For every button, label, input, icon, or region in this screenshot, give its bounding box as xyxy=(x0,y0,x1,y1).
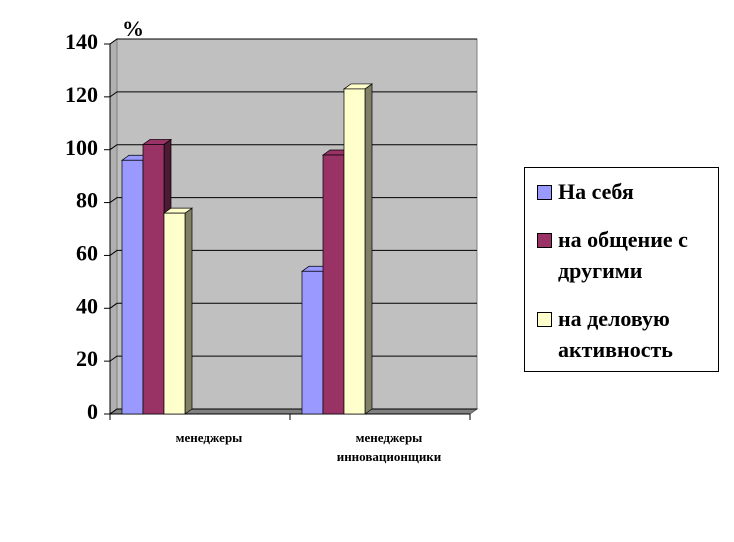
side-wall xyxy=(109,38,118,415)
grid-line xyxy=(109,38,477,45)
bar-side xyxy=(364,83,373,415)
legend-swatch xyxy=(537,233,552,248)
y-tick-label: 40 xyxy=(76,293,98,318)
legend-entry: на общение с другими xyxy=(537,224,712,286)
y-tick-label: 140 xyxy=(65,29,98,54)
legend-label: На себя xyxy=(558,179,634,204)
legend-label: на деловую активность xyxy=(558,306,673,362)
bar-front xyxy=(163,212,186,415)
y-tick-label: 100 xyxy=(65,135,98,160)
legend-entry: На себя xyxy=(537,176,712,207)
bar-front xyxy=(121,159,144,415)
legend: На себя на общение с другими на деловую ак… xyxy=(524,167,719,372)
y-tick-label: 60 xyxy=(76,240,98,265)
y-axis-label: % xyxy=(122,16,144,41)
legend-swatch xyxy=(537,185,552,200)
x-tick-label: менеджеры инновационщики xyxy=(336,430,442,464)
y-tick-label: 120 xyxy=(65,82,98,107)
bar-side xyxy=(184,207,193,415)
bar xyxy=(162,207,194,415)
bar-front xyxy=(301,270,324,415)
y-tick-label: 0 xyxy=(87,399,98,424)
y-tick-label: 20 xyxy=(76,346,98,371)
bar-front xyxy=(142,144,165,415)
x-tick-label: менеджеры xyxy=(175,430,243,445)
legend-entry: на деловую активность xyxy=(537,303,712,365)
bar-front xyxy=(322,154,345,415)
legend-label: на общение с другими xyxy=(558,227,688,283)
bar xyxy=(342,83,374,415)
bar-front xyxy=(343,88,366,415)
legend-swatch xyxy=(537,312,552,327)
y-tick-label: 80 xyxy=(76,188,98,213)
